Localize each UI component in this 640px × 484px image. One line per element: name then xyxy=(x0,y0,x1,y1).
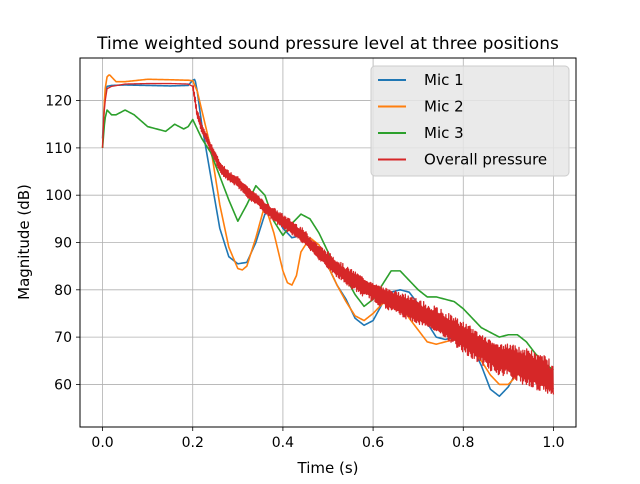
legend-label: Mic 2 xyxy=(424,98,464,116)
y-axis-label: Magnitude (dB) xyxy=(15,184,33,300)
y-tick-label: 90 xyxy=(54,236,72,252)
x-tick-label: 0.0 xyxy=(91,435,113,451)
chart-title: Time weighted sound pressure level at th… xyxy=(96,34,559,54)
plot-frame xyxy=(79,57,577,428)
y-tick-label: 120 xyxy=(45,94,72,110)
series-line-4 xyxy=(101,82,555,395)
x-tick-label: 0.6 xyxy=(362,435,384,451)
axis-ticks: 0.0 0.2 0.4 0.6 0.8 1.0 60 70 80 90 100 110 120 xyxy=(45,94,564,451)
legend-label: Overall pressure xyxy=(424,151,547,169)
legend-box xyxy=(370,65,570,177)
x-tick-label: 0.4 xyxy=(272,435,294,451)
x-tick-label: 1.0 xyxy=(542,435,564,451)
y-tick-label: 100 xyxy=(45,188,72,204)
y-tick-label: 60 xyxy=(54,377,72,393)
x-axis-label: Time (s) xyxy=(297,459,359,477)
legend: Mic 1 Mic 2 Mic 3 Overall pressure xyxy=(370,65,570,177)
legend-label: Mic 3 xyxy=(424,124,464,142)
series-lines xyxy=(101,74,555,398)
legend-label: Mic 1 xyxy=(424,71,464,89)
y-tick-label: 110 xyxy=(45,141,72,157)
x-tick-label: 0.8 xyxy=(452,435,474,451)
x-tick-label: 0.2 xyxy=(182,435,204,451)
y-tick-label: 80 xyxy=(54,283,72,299)
y-tick-label: 70 xyxy=(54,330,72,346)
